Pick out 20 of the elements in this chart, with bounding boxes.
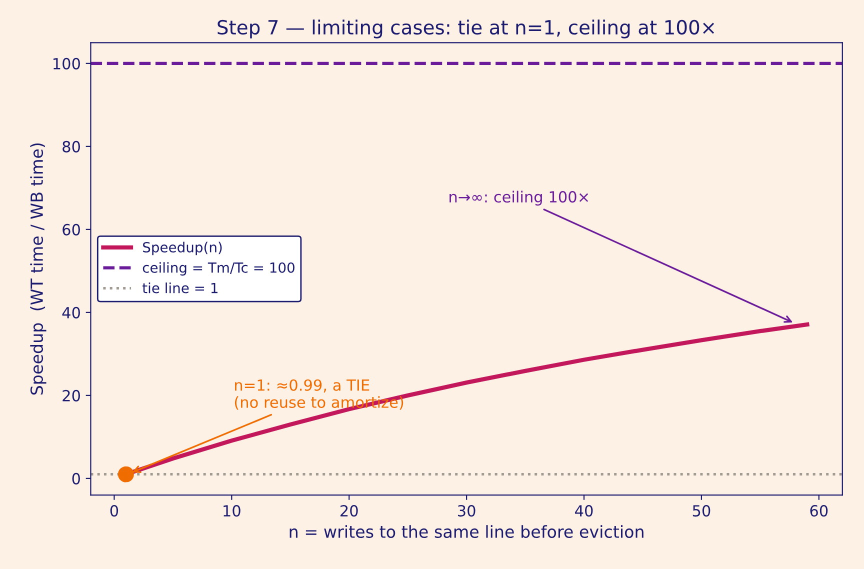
y-tick-label: 80 [62,140,80,152]
x-tick-label: 60 [810,505,828,517]
annotation: n→∞: ceiling 100× [450,190,588,206]
y-tick-label: 0 [72,472,80,484]
x-tick-label: 0 [110,505,118,517]
x-tick-label: 30 [458,505,476,517]
legend-label: ceiling = Tm/Tc = 100 [142,262,294,276]
chart-title: Step 7 — limiting cases: tie at n=1, ceiling at 100× [218,20,714,38]
y-axis-title: Speedup (WT time / WB time) [30,143,46,395]
y-tick-label: 100 [54,58,80,70]
legend-label: tie line = 1 [142,282,218,294]
y-tick-label: 60 [62,224,80,236]
y-tick-label: 20 [62,390,80,402]
x-tick-label: 40 [575,505,593,517]
x-tick-label: 10 [224,505,240,517]
x-tick-label: 20 [340,505,358,517]
legend-label: Speedup(n) [143,242,222,256]
x-axis-title: n = writes to the same line before eviction [290,525,644,538]
y-tick-label: 40 [62,306,80,318]
x-tick-label: 50 [692,505,710,517]
